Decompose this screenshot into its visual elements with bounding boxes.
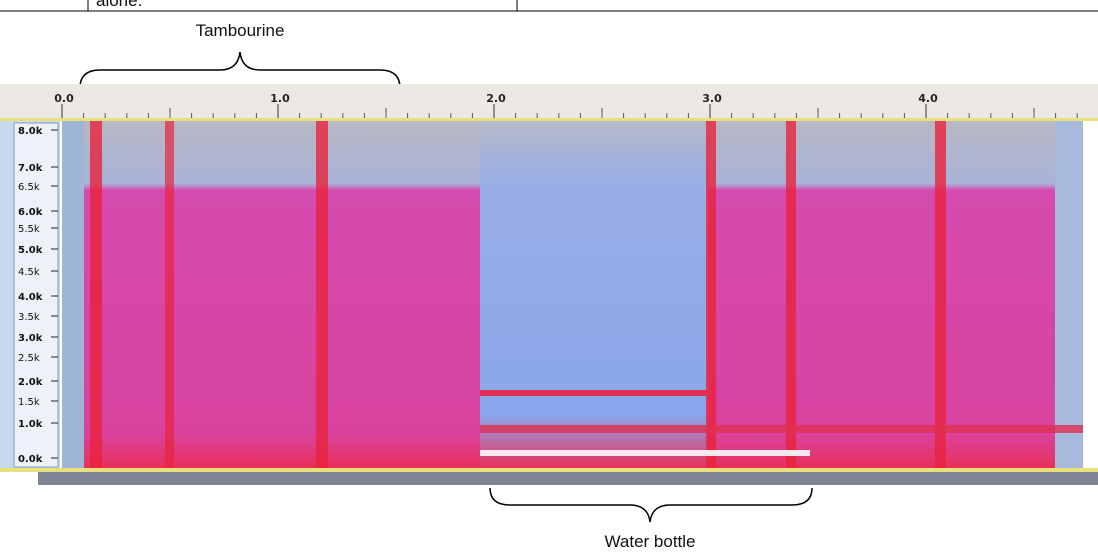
time-label: 0.0 (54, 92, 74, 105)
frequency-label: 7.0k (18, 163, 43, 174)
onset (165, 121, 174, 468)
frequency-label: 4.0k (18, 292, 43, 303)
annotation-label: Water bottle (604, 532, 695, 551)
water-band (480, 425, 1083, 433)
frequency-label: 2.5k (18, 353, 40, 364)
time-ticks: 0.0 1.0 2.0 3.0 4.0 (54, 92, 1078, 118)
spectrogram-region (480, 121, 708, 468)
time-label: 4.0 (918, 92, 938, 105)
annotation-label: Tambourine (196, 21, 285, 40)
frequency-label: 5.5k (18, 224, 40, 235)
onset (706, 121, 716, 468)
track-border (0, 468, 1098, 472)
table-cell-text: alone. (96, 0, 142, 10)
time-ruler (0, 84, 1098, 118)
water-band (480, 450, 810, 456)
frequency-label: 0.0k (18, 454, 43, 465)
time-label: 1.0 (270, 92, 290, 105)
onset (316, 121, 328, 468)
onset (786, 121, 796, 468)
ruler-border (0, 118, 1098, 121)
frequency-label: 3.5k (18, 312, 40, 323)
frequency-label: 3.0k (18, 333, 43, 344)
frequency-ticks: 8.0k 7.0k 6.5k 6.0k 5.5k 5.0k 4.5k 4.0k 3.5k 3.0k… (18, 126, 58, 465)
water-band (480, 390, 710, 396)
time-label: 3.0 (702, 92, 722, 105)
top-table: alone. (0, 0, 1098, 12)
spectrogram (62, 121, 1083, 468)
brace (489, 487, 813, 523)
spectrogram-region (1055, 121, 1083, 468)
brace (79, 51, 401, 89)
frequency-label: 8.0k (18, 126, 43, 137)
track-footer (38, 472, 1098, 485)
time-label: 2.0 (486, 92, 506, 105)
spectrogram-region (62, 121, 84, 468)
frequency-label: 2.0k (18, 377, 43, 388)
frequency-label: 1.0k (18, 419, 43, 430)
onset (90, 121, 102, 468)
frequency-ruler-panel (13, 122, 59, 468)
frequency-label: 5.0k (18, 245, 43, 256)
frequency-label: 6.5k (18, 182, 40, 193)
frequency-label: 1.5k (18, 397, 40, 408)
frequency-label: 4.5k (18, 267, 40, 278)
onset (935, 121, 946, 468)
frequency-label: 6.0k (18, 207, 43, 218)
